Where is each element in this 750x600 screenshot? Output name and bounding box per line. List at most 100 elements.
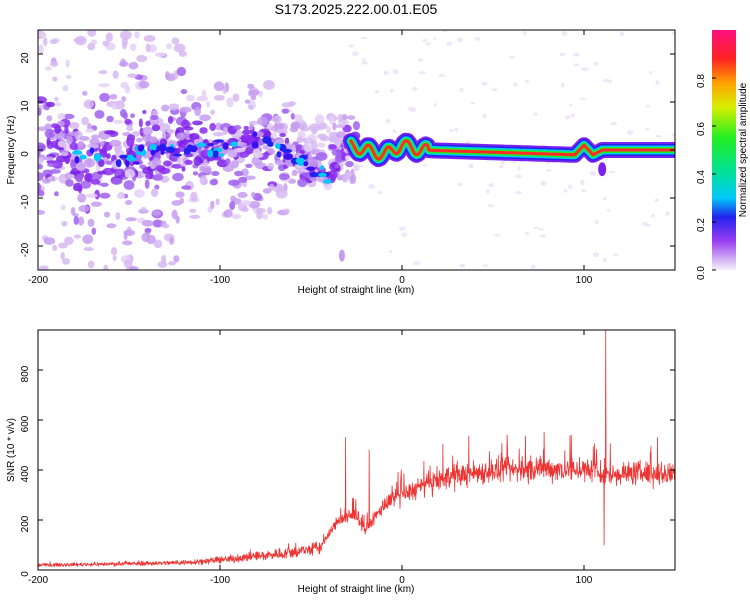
- spectrogram-blob: [176, 132, 186, 141]
- spectrogram-blob: [38, 32, 47, 38]
- spectrogram-blob: [266, 147, 274, 153]
- spectrogram-blob: [78, 205, 90, 213]
- spectrogram-blob: [205, 101, 211, 108]
- spectrogram-blob: [98, 83, 110, 88]
- y-tick-label: -20: [20, 242, 31, 257]
- spectrogram-blob: [307, 158, 319, 168]
- figure-title: S173.2025.222.00.01.E05: [275, 1, 438, 17]
- spectrogram-blob: [481, 81, 488, 86]
- spectrogram-blob: [581, 189, 587, 193]
- spectrogram-blob: [227, 149, 238, 158]
- spectrogram-blob: [181, 185, 192, 190]
- spectrogram-blob: [144, 179, 150, 189]
- spectrogram-blob: [62, 85, 69, 92]
- spectrogram-blob: [66, 173, 75, 179]
- spectrogram-blob: [215, 198, 220, 206]
- spectrogram-core: [230, 141, 238, 147]
- spectrogram-blob: [153, 239, 163, 249]
- spectrogram-blob: [368, 184, 375, 189]
- spectrogram-blob: [230, 195, 237, 203]
- spectrogram-blob: [103, 211, 111, 218]
- spectrogram-blob: [272, 115, 282, 124]
- spectrogram-blob: [421, 39, 428, 42]
- spectrogram-blob: [449, 128, 454, 133]
- spectrogram-blob: [125, 217, 137, 222]
- spectrogram-blob: [262, 145, 269, 150]
- y-tick-label: 400: [20, 465, 31, 482]
- spectrogram-blob: [154, 52, 166, 57]
- spectrogram-blob: [65, 59, 70, 68]
- spectrogram-blob: [465, 140, 471, 145]
- spectrogram-blob: [183, 126, 194, 131]
- spectrogram-blob: [244, 99, 251, 104]
- spectrogram-blob: [64, 157, 71, 164]
- spectrogram-blob: [194, 106, 202, 117]
- spectrogram-blob: [515, 190, 523, 195]
- spectrogram-blob: [155, 165, 166, 172]
- spectrogram-blob: [250, 94, 257, 101]
- spectrogram-blob: [38, 108, 42, 116]
- spectrogram-blob: [283, 208, 290, 213]
- spectrogram-blob: [73, 216, 79, 225]
- spectrogram-blob: [152, 174, 164, 181]
- spectrogram-blob: [494, 234, 501, 237]
- spectrogram-core: [222, 142, 229, 150]
- spectrogram-blob: [338, 249, 345, 262]
- spectrogram-blob: [57, 112, 66, 120]
- spectrogram-blob: [167, 115, 174, 124]
- spectrogram-blob: [328, 144, 338, 150]
- spectrogram-blob: [138, 118, 143, 128]
- spectrogram-blob: [335, 124, 346, 129]
- spectrogram-blob: [248, 89, 260, 96]
- x-tick-label: 0: [399, 275, 405, 286]
- spectrogram-blob: [226, 97, 234, 108]
- spectrogram-blob: [143, 35, 156, 42]
- spectrogram-blob: [509, 55, 515, 59]
- spectrogram-core: [149, 143, 158, 151]
- spectrogram-blob: [345, 155, 351, 161]
- y-tick-label: 10: [20, 100, 31, 112]
- spectrogram-blob: [357, 164, 364, 168]
- spectrogram-blob: [482, 113, 487, 119]
- spectrogram-core: [125, 154, 135, 162]
- spectrogram-blob: [119, 30, 132, 40]
- spectrogram-core: [188, 145, 196, 150]
- spectrogram-core: [276, 151, 282, 158]
- spectrogram-blob: [244, 175, 256, 180]
- spectrogram-blob: [54, 96, 59, 102]
- spectrogram-blob: [438, 73, 446, 77]
- spectrogram-blob: [134, 189, 145, 198]
- spectrogram-core: [115, 159, 122, 168]
- spectrogram-blob: [157, 261, 168, 268]
- spectrogram-blob: [573, 63, 580, 67]
- spectrogram-blob: [237, 191, 248, 199]
- spectrogram-blob: [152, 219, 163, 228]
- spectrogram-blob: [85, 172, 94, 183]
- spectrogram-blob: [90, 178, 100, 185]
- spectrogram-blob: [267, 162, 275, 170]
- spectrogram-blob: [51, 123, 59, 129]
- spectrogram-blob: [332, 122, 337, 131]
- spectrogram-blob: [199, 127, 208, 134]
- spectrogram-blob: [124, 84, 131, 94]
- spectrogram-blob: [210, 200, 215, 210]
- spectrogram-blob: [318, 122, 328, 130]
- x-tick-label: 0: [399, 575, 405, 586]
- spectrogram-blob: [325, 125, 332, 134]
- spectrogram-blob: [112, 255, 117, 261]
- spectrogram-blob: [310, 126, 318, 135]
- spectrogram-blob: [223, 209, 233, 218]
- spectrogram-blob: [199, 114, 211, 122]
- spectrogram-blob: [102, 40, 110, 47]
- spectrogram-blob: [299, 149, 306, 155]
- spectrogram-blob: [44, 156, 54, 161]
- spectrogram-blob: [580, 179, 585, 185]
- spectrogram-blob: [136, 54, 148, 63]
- spectrogram-blob: [491, 88, 498, 92]
- spectrogram-core: [74, 155, 80, 164]
- spectrogram-blob: [383, 70, 389, 75]
- spectrogram-blob: [70, 207, 76, 216]
- spectrogram-blob: [276, 185, 283, 193]
- spectrogram-blob: [240, 199, 252, 206]
